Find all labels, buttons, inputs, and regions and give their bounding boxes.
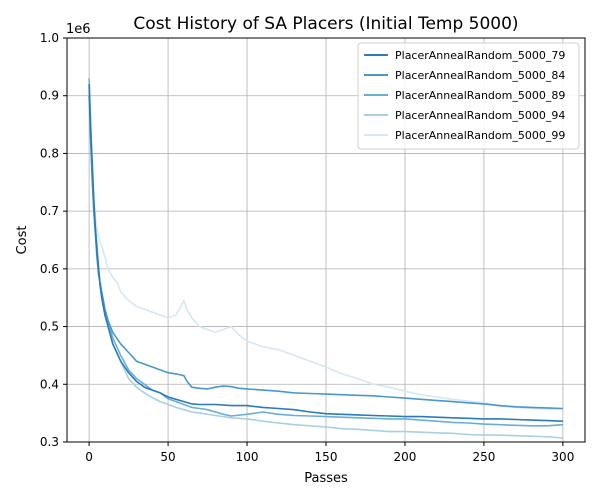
y-tick-label: 0.6	[40, 262, 59, 276]
legend-label: PlacerAnnealRandom_5000_94	[395, 109, 565, 122]
legend-box	[357, 42, 580, 150]
y-axis-ticks: 0.3 0.4 0.5 0.6 0.7 0.8 0.9 1.0	[40, 31, 67, 449]
legend-label: PlacerAnnealRandom_5000_79	[395, 49, 565, 62]
y-tick-label: 0.5	[40, 320, 59, 334]
series-line-2	[88, 95, 563, 410]
x-tick-label: 200	[394, 450, 417, 464]
y-tick-label: 0.4	[40, 377, 59, 391]
x-tick-label: 150	[315, 450, 338, 464]
series-line-5	[88, 95, 563, 410]
x-tick-label: 300	[551, 450, 574, 464]
y-tick-label: 1.0	[40, 31, 59, 45]
y-axis-label: Cost	[15, 226, 30, 255]
chart-title: Cost History of SA Placers (Initial Temp…	[133, 14, 518, 34]
y-tick-label: 0.7	[40, 204, 59, 218]
x-tick-label: 0	[85, 450, 93, 464]
legend: PlacerAnnealRandom_5000_79 PlacerAnnealRa…	[357, 42, 580, 150]
y-tick-label: 0.8	[40, 146, 59, 160]
legend-label: PlacerAnnealRandom_5000_84	[395, 69, 565, 82]
x-axis-label: Passes	[304, 471, 348, 486]
series-lines	[88, 78, 563, 439]
axis-offset-label: 1e6	[66, 22, 91, 37]
legend-label: PlacerAnnealRandom_5000_99	[395, 129, 565, 142]
y-tick-label: 0.3	[40, 435, 59, 449]
x-tick-label: 50	[160, 450, 175, 464]
legend-label: PlacerAnnealRandom_5000_89	[395, 89, 565, 102]
x-tick-label: 250	[472, 450, 495, 464]
series-line-1	[88, 84, 563, 422]
x-axis-ticks: 0 50 100 150 200 250 300	[85, 442, 574, 464]
x-tick-label: 100	[236, 450, 259, 464]
y-tick-label: 0.9	[40, 89, 59, 103]
